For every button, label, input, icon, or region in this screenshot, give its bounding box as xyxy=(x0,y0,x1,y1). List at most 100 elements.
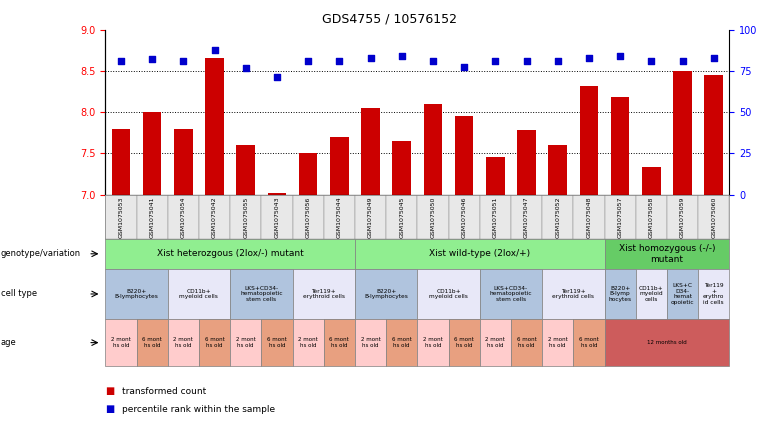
Bar xyxy=(517,130,536,195)
Bar xyxy=(424,104,442,195)
Bar xyxy=(604,195,636,239)
Bar xyxy=(105,195,136,239)
Point xyxy=(115,58,127,64)
Text: 6 mont
hs old: 6 mont hs old xyxy=(516,337,537,348)
Text: genotype/variation: genotype/variation xyxy=(1,249,81,258)
Text: Xist heterozgous (2lox/-) mutant: Xist heterozgous (2lox/-) mutant xyxy=(157,249,303,258)
Text: 6 mont
hs old: 6 mont hs old xyxy=(392,337,412,348)
Bar xyxy=(667,195,698,239)
Text: LKS+CD34-
hematopoietic
stem cells: LKS+CD34- hematopoietic stem cells xyxy=(240,286,282,302)
Bar xyxy=(511,195,542,239)
Bar xyxy=(573,195,604,239)
Point xyxy=(333,58,346,64)
Point xyxy=(395,52,408,59)
Bar xyxy=(324,195,355,239)
Bar xyxy=(236,145,255,195)
Bar xyxy=(542,195,573,239)
Bar xyxy=(261,195,292,239)
Bar xyxy=(417,195,448,239)
Text: GSM1075044: GSM1075044 xyxy=(337,197,342,239)
Bar xyxy=(136,195,168,239)
Text: GSM1075048: GSM1075048 xyxy=(587,197,591,238)
Text: ■: ■ xyxy=(105,404,115,415)
Bar xyxy=(299,153,317,195)
Bar xyxy=(548,145,567,195)
Point xyxy=(707,55,720,62)
Bar xyxy=(112,129,130,195)
Point xyxy=(208,47,221,54)
Text: 2 mont
hs old: 2 mont hs old xyxy=(111,337,131,348)
Bar xyxy=(168,195,199,239)
Text: GSM1075051: GSM1075051 xyxy=(493,197,498,238)
Point xyxy=(271,74,283,81)
Text: GSM1075059: GSM1075059 xyxy=(680,197,685,238)
Text: GSM1075056: GSM1075056 xyxy=(306,197,310,238)
Point xyxy=(551,58,564,64)
Bar xyxy=(455,116,473,195)
Text: percentile rank within the sample: percentile rank within the sample xyxy=(122,405,275,414)
Text: 6 mont
hs old: 6 mont hs old xyxy=(142,337,162,348)
Bar xyxy=(199,195,230,239)
Bar xyxy=(636,195,667,239)
Point xyxy=(302,58,314,64)
Point xyxy=(645,58,658,64)
Text: GSM1075050: GSM1075050 xyxy=(431,197,435,238)
Text: LKS+CD34-
hematopoietic
stem cells: LKS+CD34- hematopoietic stem cells xyxy=(490,286,532,302)
Bar xyxy=(268,193,286,195)
Text: GSM1075057: GSM1075057 xyxy=(618,197,622,238)
Text: 6 mont
hs old: 6 mont hs old xyxy=(204,337,225,348)
Point xyxy=(364,55,377,62)
Bar xyxy=(698,195,729,239)
Text: B220+
B-lymphocytes: B220+ B-lymphocytes xyxy=(364,288,408,299)
Text: 12 months old: 12 months old xyxy=(647,340,686,345)
Point xyxy=(583,55,595,62)
Text: CD11b+
myeloid
cells: CD11b+ myeloid cells xyxy=(639,286,664,302)
Text: GSM1075043: GSM1075043 xyxy=(275,197,279,239)
Text: GSM1075049: GSM1075049 xyxy=(368,197,373,239)
Bar xyxy=(392,141,411,195)
Text: 2 mont
hs old: 2 mont hs old xyxy=(548,337,568,348)
Bar xyxy=(673,71,692,195)
Text: 2 mont
hs old: 2 mont hs old xyxy=(236,337,256,348)
Bar xyxy=(486,157,505,195)
Point xyxy=(676,58,689,64)
Text: 6 mont
hs old: 6 mont hs old xyxy=(579,337,599,348)
Text: 2 mont
hs old: 2 mont hs old xyxy=(173,337,193,348)
Bar xyxy=(642,168,661,195)
Text: B220+
B-lymphocytes: B220+ B-lymphocytes xyxy=(115,288,158,299)
Bar xyxy=(611,97,629,195)
Text: Ter119
+
erythro
id cells: Ter119 + erythro id cells xyxy=(703,283,725,305)
Text: cell type: cell type xyxy=(1,289,37,299)
Text: CD11b+
myeloid cells: CD11b+ myeloid cells xyxy=(179,288,218,299)
Text: Ter119+
erythroid cells: Ter119+ erythroid cells xyxy=(303,288,345,299)
Text: GSM1075060: GSM1075060 xyxy=(711,197,716,238)
Point xyxy=(489,58,502,64)
Text: Xist wild-type (2lox/+): Xist wild-type (2lox/+) xyxy=(429,249,530,258)
Bar xyxy=(480,195,511,239)
Text: ■: ■ xyxy=(105,386,115,396)
Text: GSM1075054: GSM1075054 xyxy=(181,197,186,238)
Text: age: age xyxy=(1,338,16,347)
Text: GSM1075053: GSM1075053 xyxy=(119,197,123,238)
Point xyxy=(614,52,626,59)
Point xyxy=(458,63,470,70)
Bar xyxy=(355,195,386,239)
Bar xyxy=(386,195,417,239)
Text: 2 mont
hs old: 2 mont hs old xyxy=(298,337,318,348)
Text: 6 mont
hs old: 6 mont hs old xyxy=(454,337,474,348)
Text: CD11b+
myeloid cells: CD11b+ myeloid cells xyxy=(429,288,468,299)
Text: GSM1075055: GSM1075055 xyxy=(243,197,248,238)
Text: 6 mont
hs old: 6 mont hs old xyxy=(329,337,349,348)
Text: Ter119+
erythroid cells: Ter119+ erythroid cells xyxy=(552,288,594,299)
Text: transformed count: transformed count xyxy=(122,387,207,396)
Point xyxy=(177,58,190,64)
Point xyxy=(520,58,533,64)
Text: B220+
B-lymp
hocytes: B220+ B-lymp hocytes xyxy=(608,286,632,302)
Text: 6 mont
hs old: 6 mont hs old xyxy=(267,337,287,348)
Bar xyxy=(361,108,380,195)
Bar xyxy=(292,195,324,239)
Text: 2 mont
hs old: 2 mont hs old xyxy=(485,337,505,348)
Bar xyxy=(580,86,598,195)
Text: GSM1075046: GSM1075046 xyxy=(462,197,466,238)
Bar xyxy=(330,137,349,195)
